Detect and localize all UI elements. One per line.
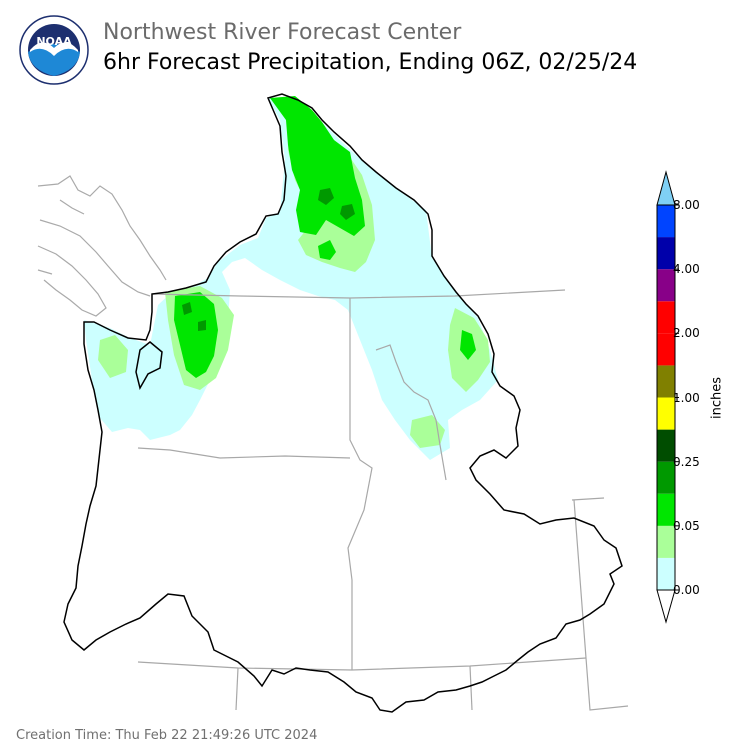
colorbar-segment	[657, 525, 675, 558]
colorbar-segment	[657, 301, 675, 334]
colorbar-ticks	[675, 204, 679, 591]
noaa-logo: NOAA	[19, 15, 89, 85]
colorbar-tick-label: 0.05	[673, 518, 700, 533]
colorbar-segment	[657, 237, 675, 270]
precip-dark-green	[182, 188, 355, 331]
colorbar-tick-label: 4.00	[673, 262, 700, 277]
colorbar-segment	[657, 333, 675, 366]
state-boundaries	[137, 289, 629, 711]
colorbar-tick-label: 0.25	[673, 454, 700, 469]
product-title: 6hr Forecast Precipitation, Ending 06Z, …	[103, 50, 638, 75]
colorbar-tick-label: 8.00	[673, 198, 700, 212]
colorbar-segment	[657, 365, 675, 398]
colorbar-segment	[657, 557, 675, 590]
colorbar-tick-label: 0.00	[673, 583, 700, 597]
basin-boundary	[63, 93, 623, 713]
canada-coastline	[37, 175, 167, 317]
colorbar-segment	[657, 397, 675, 430]
colorbar-tick-label: 2.00	[673, 326, 700, 341]
colorbar-extension-high	[656, 170, 676, 206]
colorbar-segment	[657, 493, 675, 526]
agency-title: Northwest River Forecast Center	[103, 20, 462, 45]
colorbar-segment	[657, 429, 675, 462]
noaa-logo-text: NOAA	[36, 35, 72, 48]
legend-unit-label: inches	[709, 376, 725, 420]
creation-time: Creation Time: Thu Feb 22 21:49:26 UTC 2…	[16, 728, 318, 743]
colorbar-segment	[657, 461, 675, 494]
colorbar-segment	[657, 269, 675, 302]
colorbar-tick-label: 1.00	[673, 390, 700, 405]
colorbar-segment	[657, 205, 675, 238]
colorbar-segments	[656, 170, 676, 624]
precip-bright-green	[174, 96, 476, 378]
